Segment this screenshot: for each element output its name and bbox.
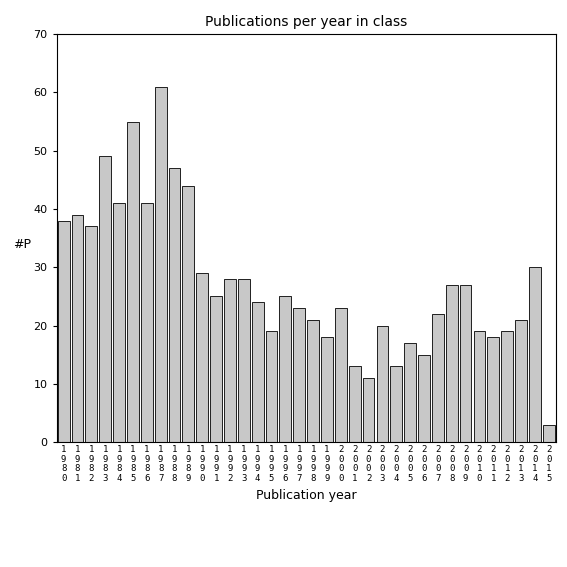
Bar — [71, 215, 83, 442]
Bar — [432, 314, 444, 442]
Bar — [196, 273, 208, 442]
Bar — [183, 185, 194, 442]
Bar — [113, 203, 125, 442]
Bar — [321, 337, 333, 442]
Title: Publications per year in class: Publications per year in class — [205, 15, 407, 29]
Bar — [515, 320, 527, 442]
Bar — [543, 425, 555, 442]
Bar — [293, 308, 305, 442]
Bar — [127, 121, 139, 442]
Bar — [280, 297, 291, 442]
Bar — [86, 226, 98, 442]
Bar — [210, 297, 222, 442]
X-axis label: Publication year: Publication year — [256, 489, 357, 502]
Bar — [58, 221, 70, 442]
Bar — [529, 267, 541, 442]
Bar — [473, 332, 485, 442]
Bar — [155, 87, 167, 442]
Bar — [363, 378, 374, 442]
Bar — [335, 308, 346, 442]
Bar — [460, 285, 471, 442]
Bar — [238, 279, 249, 442]
Bar — [99, 156, 111, 442]
Bar — [168, 168, 180, 442]
Bar — [252, 302, 264, 442]
Bar — [141, 203, 153, 442]
Bar — [265, 332, 277, 442]
Bar — [501, 332, 513, 442]
Bar — [224, 279, 236, 442]
Bar — [349, 366, 361, 442]
Bar — [376, 325, 388, 442]
Y-axis label: #P: #P — [13, 238, 31, 251]
Bar — [488, 337, 499, 442]
Bar — [307, 320, 319, 442]
Bar — [418, 355, 430, 442]
Bar — [390, 366, 402, 442]
Bar — [446, 285, 458, 442]
Bar — [404, 343, 416, 442]
